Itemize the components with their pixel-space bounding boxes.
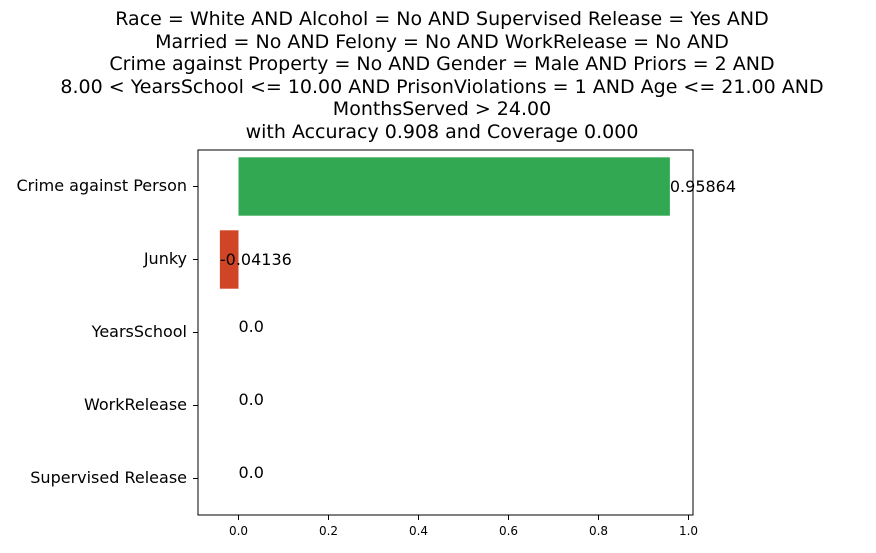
category-label: Supervised Release [30, 468, 187, 487]
chart-title-line: with Accuracy 0.908 and Coverage 0.000 [245, 120, 639, 143]
chart-title-line: Married = No AND Felony = No AND WorkRel… [155, 30, 729, 53]
y-axis: Crime against Person Junky YearsSchool Work… [16, 176, 198, 487]
x-tick-label: 0.2 [319, 524, 338, 538]
x-tick-label: 1.0 [679, 524, 698, 538]
category-label: Junky [143, 249, 187, 268]
x-tick-label: 0.6 [499, 524, 518, 538]
value-label: -0.04136 [220, 250, 292, 269]
value-label: 0.0 [239, 317, 264, 336]
category-label: WorkRelease [84, 395, 187, 414]
x-tick-label: 0.4 [409, 524, 428, 538]
chart-title-line: 8.00 < YearsSchool <= 10.00 AND PrisonVi… [60, 75, 824, 98]
x-tick-label: 0.8 [589, 524, 608, 538]
chart-title-line: MonthsServed > 24.00 [332, 98, 552, 120]
bar [238, 157, 670, 216]
bars-layer [219, 157, 670, 289]
x-tick-label: 0.0 [229, 524, 248, 538]
category-label: YearsSchool [91, 322, 187, 341]
x-axis: 0.0 0.2 0.4 0.6 0.8 1.0 [229, 515, 698, 538]
chart-title: Race = White AND Alcohol = No AND Superv… [0, 8, 876, 143]
category-label: Crime against Person [16, 176, 187, 195]
value-label: 0.95864 [670, 177, 736, 196]
value-labels: 0.95864 -0.04136 0.0 0.0 0.0 [220, 177, 736, 482]
chart-title-line: Crime against Property = No AND Gender =… [109, 53, 775, 75]
chart-title-line: Race = White AND Alcohol = No AND Superv… [115, 8, 769, 30]
value-label: 0.0 [239, 463, 264, 482]
value-label: 0.0 [239, 390, 264, 409]
bar [219, 230, 239, 289]
